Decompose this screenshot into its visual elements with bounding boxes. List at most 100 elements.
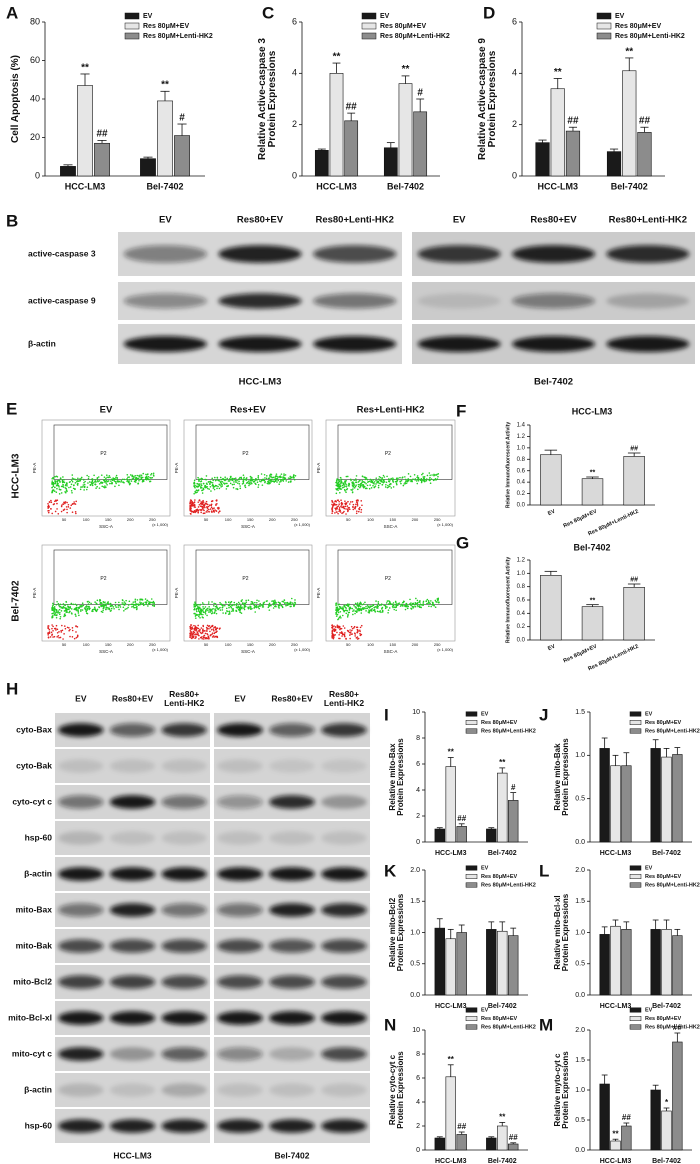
event-dot: [364, 477, 367, 479]
event-dot: [110, 607, 113, 610]
event-dot: [237, 601, 240, 604]
event-dot: [115, 474, 118, 477]
event-dot: [70, 483, 73, 486]
significance-label: #: [417, 87, 423, 98]
y-axis-label: Protein Expressions: [561, 1051, 570, 1129]
y-tick-label: 0.0: [517, 503, 526, 509]
y-tick-label: 6: [292, 16, 297, 26]
event-dot: [273, 481, 276, 483]
event-dot: [360, 602, 362, 605]
event-dot: [290, 601, 292, 604]
event-dot: [142, 603, 145, 606]
event-dot: [71, 627, 74, 629]
event-dot: [294, 474, 297, 477]
event-dot: [236, 606, 238, 609]
blot-band: [161, 831, 207, 845]
event-dot: [290, 603, 292, 605]
event-dot: [421, 473, 423, 476]
event-dot: [257, 606, 259, 609]
bar: [650, 1089, 661, 1151]
event-dot: [247, 606, 249, 609]
event-dot: [122, 606, 125, 609]
event-dot: [402, 484, 405, 487]
x-unit-label: (x 1,000): [152, 522, 168, 527]
event-dot: [194, 633, 196, 636]
event-dot: [55, 611, 58, 613]
event-dot: [340, 499, 342, 502]
event-dot: [197, 614, 199, 616]
event-dot: [428, 479, 431, 482]
event-dot: [430, 478, 433, 480]
event-dot: [196, 631, 199, 634]
event-dot: [272, 607, 275, 609]
event-dot: [63, 625, 66, 627]
legend-swatch: [124, 32, 140, 40]
event-dot: [395, 483, 398, 486]
event-dot: [331, 636, 333, 639]
event-dot: [205, 475, 208, 477]
event-dot: [283, 478, 286, 480]
event-dot: [429, 476, 431, 479]
event-dot: [194, 506, 197, 508]
event-dot: [198, 615, 200, 618]
event-dot: [48, 628, 51, 631]
event-dot: [116, 478, 118, 480]
blot-band: [58, 939, 104, 953]
event-dot: [63, 613, 66, 616]
legend-label: Res 80μM+Lenti-HK2: [143, 33, 213, 40]
y-tick-label: 1.5: [575, 1057, 585, 1064]
event-dot: [96, 485, 98, 488]
event-dot: [344, 485, 346, 488]
event-dot: [337, 485, 340, 488]
event-dot: [202, 512, 205, 515]
event-dot: [348, 485, 350, 487]
event-dot: [280, 480, 282, 483]
row-label: β-actin: [24, 1084, 52, 1094]
legend-swatch: [465, 874, 478, 879]
event-dot: [359, 482, 362, 485]
legend-swatch: [361, 32, 377, 40]
event-dot: [206, 628, 208, 630]
x-tick-label: 150: [105, 517, 112, 522]
event-dot: [210, 628, 213, 631]
event-dot: [257, 475, 260, 477]
event-dot: [361, 479, 364, 482]
event-dot: [101, 485, 104, 488]
event-dot: [82, 484, 85, 486]
event-dot: [339, 476, 342, 479]
event-dot: [205, 502, 207, 505]
event-dot: [287, 477, 290, 479]
event-dot: [346, 629, 349, 632]
event-dot: [219, 627, 221, 629]
event-dot: [339, 606, 342, 609]
event-dot: [238, 603, 241, 605]
event-dot: [52, 489, 54, 492]
event-dot: [428, 605, 430, 608]
legend-swatch: [596, 22, 612, 30]
event-dot: [76, 636, 79, 638]
event-dot: [102, 603, 105, 606]
event-dot: [346, 610, 349, 612]
event-dot: [79, 610, 82, 612]
event-dot: [56, 600, 58, 603]
blot-band: [321, 867, 367, 881]
event-dot: [222, 612, 224, 614]
event-dot: [356, 631, 359, 633]
event-dot: [192, 635, 195, 637]
significance-label: **: [499, 1113, 506, 1122]
event-dot: [212, 605, 215, 607]
x-tick-label: Bel-7402: [146, 181, 183, 191]
event-dot: [134, 478, 137, 480]
event-dot: [133, 475, 135, 478]
event-dot: [279, 475, 282, 477]
event-dot: [220, 603, 223, 605]
event-dot: [215, 500, 218, 502]
event-dot: [364, 478, 367, 481]
event-dot: [293, 474, 295, 476]
event-dot: [361, 475, 364, 478]
event-dot: [248, 484, 250, 487]
x-tick-label: 250: [434, 642, 441, 647]
event-dot: [142, 472, 145, 475]
event-dot: [66, 603, 69, 606]
